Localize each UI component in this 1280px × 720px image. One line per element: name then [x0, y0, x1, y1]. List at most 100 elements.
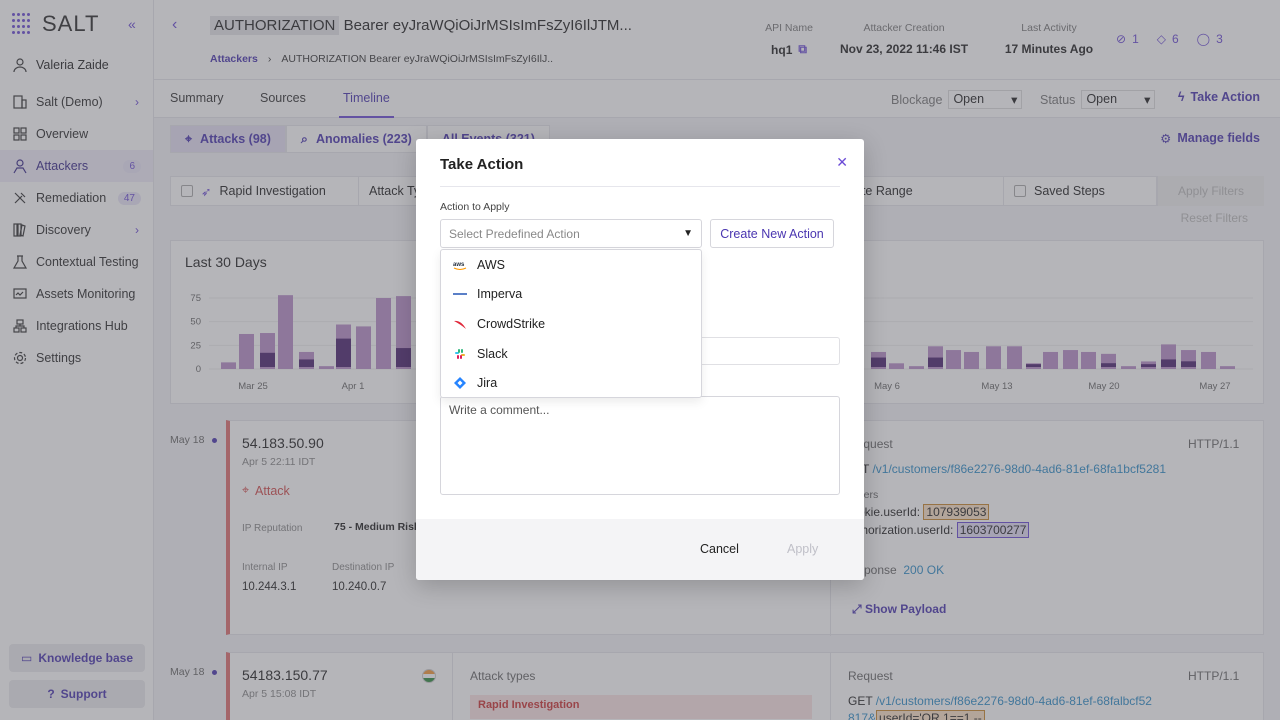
response-value: 200 OK — [903, 563, 945, 577]
checkbox[interactable] — [181, 185, 193, 197]
chart-bar-segment — [396, 348, 411, 367]
attacker-icon — [12, 158, 28, 174]
flask-icon — [12, 254, 28, 270]
blocked-counter[interactable]: ⊘ 1 — [1116, 32, 1139, 46]
status-select[interactable]: Open ▾ — [1081, 90, 1156, 109]
sidebar-item-attackers[interactable]: Attackers 6 — [0, 150, 153, 182]
tab-timeline[interactable]: Timeline — [339, 91, 394, 118]
status-label: Status — [1040, 92, 1076, 107]
http-version: HTTP/1.1 — [1188, 669, 1240, 683]
manage-fields-label: Manage fields — [1177, 131, 1260, 145]
modal-title: Take Action — [440, 156, 524, 173]
chart-bar-segment — [1161, 359, 1176, 367]
lightning-icon: ϟ — [1177, 90, 1185, 104]
apply-button[interactable]: Apply — [787, 542, 819, 556]
jira-icon — [453, 376, 467, 390]
row-date: May 18 — [170, 666, 217, 678]
sidebar-item-discovery[interactable]: Discovery › — [0, 214, 153, 246]
breadcrumb-root[interactable]: Attackers — [210, 53, 258, 65]
create-new-action-button[interactable]: Create New Action — [710, 219, 834, 248]
request-method: GET — [848, 694, 873, 708]
request-path[interactable]: /v1/customers/f86e2276-98d0-4ad6-81ef-68… — [875, 694, 1152, 708]
rocket-icon: ➶ — [201, 184, 212, 199]
dropdown-option-imperva[interactable]: Imperva — [441, 280, 701, 310]
chart-bar — [909, 366, 924, 369]
sidebar-item-salt-demo[interactable]: Salt (Demo) › — [0, 86, 153, 118]
timeline-row[interactable]: 54183.150.77 Apr 5 15:08 IDT Attack type… — [226, 652, 1264, 720]
request-path[interactable]: /v1/customers/f86e2276-98d0-4ad6-81ef-68… — [872, 462, 1167, 476]
user-profile[interactable]: Valeria Zaide — [12, 55, 109, 75]
api-name-value[interactable]: hq1 — [771, 42, 793, 57]
breadcrumb-leaf: AUTHORIZATION Bearer eyJraWQiOiJrMSIsImF… — [281, 53, 554, 65]
count-badge: 6 — [123, 159, 141, 173]
collapse-sidebar-icon[interactable]: « — [128, 16, 136, 32]
chart-bar — [1063, 350, 1078, 369]
sidebar-item-remediation[interactable]: Remediation 47 — [0, 182, 153, 214]
sidebar-item-label: Discovery — [36, 223, 91, 237]
close-icon[interactable]: ✕ — [836, 154, 848, 170]
attack-label-text: Attack — [255, 483, 290, 498]
status-value: Open — [1086, 92, 1118, 106]
tags-count: 6 — [1171, 32, 1179, 46]
divider — [830, 653, 831, 720]
auth-value: 1603700277 — [956, 522, 1030, 538]
caret-down-icon: ▾ — [1144, 93, 1151, 107]
take-action-button[interactable]: ϟ Take Action — [1178, 90, 1260, 104]
cancel-button[interactable]: Cancel — [700, 542, 739, 556]
reset-filters-button[interactable]: Reset Filters — [1180, 211, 1248, 225]
blockage-select[interactable]: Open ▾ — [948, 90, 1023, 109]
comment-icon: ◯ — [1196, 32, 1211, 46]
comment-textarea[interactable]: Write a comment... — [440, 396, 840, 495]
support-button[interactable]: ? Support — [9, 680, 145, 708]
chart-bar-segment — [260, 352, 275, 367]
action-label: Action to Apply — [440, 201, 510, 213]
dropdown-option-jira[interactable]: Jira — [441, 368, 701, 398]
request-path-cont: 817& — [848, 711, 877, 720]
dropdown-option-slack[interactable]: Slack — [441, 339, 701, 369]
salt-logo[interactable]: SALT — [12, 10, 99, 38]
knowledge-base-label: Knowledge base — [38, 651, 134, 665]
expand-icon: ⤢ — [852, 602, 862, 616]
show-payload-button[interactable]: ⤢ Show Payload — [852, 602, 946, 617]
api-name-label: API Name — [765, 22, 813, 34]
back-arrow-icon[interactable]: ‹ — [172, 16, 178, 33]
chart-bar — [1043, 351, 1058, 369]
checkbox[interactable] — [1014, 185, 1026, 197]
response-line: sponse 200 OK — [858, 563, 944, 577]
x-tick-label: Apr 1 — [342, 381, 365, 392]
grid-icon — [12, 126, 28, 142]
sidebar-item-integrations-hub[interactable]: Integrations Hub — [0, 310, 153, 342]
dropdown-option-crowdstrike[interactable]: CrowdStrike — [441, 309, 701, 339]
tab-anomalies[interactable]: ⌕ Anomalies (223) — [285, 125, 427, 153]
filter-rapid-investigation[interactable]: ➶ Rapid Investigation — [171, 177, 359, 205]
apply-filters-button[interactable]: Apply Filters — [1158, 176, 1264, 206]
divider — [452, 653, 453, 720]
filter-saved-steps[interactable]: Saved Steps — [1004, 177, 1157, 205]
modal-footer: Cancel Apply — [416, 519, 864, 580]
tab-sources[interactable]: Sources — [260, 91, 306, 105]
sidebar-item-settings[interactable]: Settings — [0, 342, 153, 374]
header-counters: ⊘ 1 ◇ 6 ◯ 3 — [1116, 32, 1223, 46]
dropdown-option-aws[interactable]: aws AWS — [441, 250, 701, 280]
external-link-icon[interactable]: ⧉ — [798, 42, 807, 56]
comments-counter[interactable]: ◯ 3 — [1197, 32, 1223, 46]
filter-date-range[interactable]: ate Range — [659, 177, 1004, 205]
attacker-ip: 54183.150.77 — [242, 667, 328, 683]
gear-icon — [12, 350, 28, 366]
manage-fields-button[interactable]: ⚙ Manage fields — [1160, 131, 1260, 146]
sidebar-item-contextual-testing[interactable]: Contextual Testing — [0, 246, 153, 278]
tab-summary[interactable]: Summary — [170, 91, 224, 105]
request-query: userId='OR 1==1 -- — [876, 710, 985, 720]
select-placeholder: Select Predefined Action — [449, 226, 580, 241]
blockage-label: Blockage — [891, 92, 943, 107]
sidebar-item-overview[interactable]: Overview — [0, 118, 153, 150]
knowledge-base-button[interactable]: ▭ Knowledge base — [9, 644, 145, 672]
predefined-action-select[interactable]: Select Predefined Action ▼ — [440, 219, 702, 248]
x-tick-label: May 20 — [1088, 381, 1119, 392]
tab-attacks[interactable]: ⌖ Attacks (98) — [170, 125, 286, 153]
sidebar-item-assets-monitoring[interactable]: Assets Monitoring — [0, 278, 153, 310]
filter-date-range-label: ate Range — [855, 184, 913, 198]
tags-counter[interactable]: ◇ 6 — [1157, 32, 1179, 46]
sidebar-item-label: Remediation — [36, 191, 107, 205]
sidebar-item-label: Settings — [36, 351, 82, 365]
